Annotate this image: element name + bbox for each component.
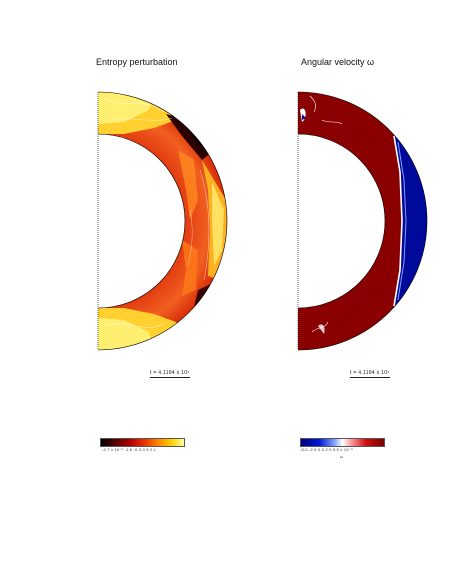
angular-velocity-panel-title: Angular velocity ω <box>301 57 375 67</box>
angular-velocity-colorbar-symbol: ω <box>340 454 344 459</box>
entropy-panel-title: Entropy perturbation <box>96 57 178 67</box>
entropy-colorbar <box>100 438 185 447</box>
angular-velocity-time-label: t = 4.1184 x 10⁵ <box>350 370 390 378</box>
angular-velocity-colorbar-ticks: -5.0 -2.5 0.0 2.5 5.0 x 10⁻³ <box>300 447 353 452</box>
entropy-colorbar-ticks: -2.7 x 10⁻² -1.5 -0.3 0.9 2.1 <box>102 447 157 452</box>
angular-velocity-colorbar <box>300 438 385 447</box>
entropy-perturbation-shell <box>97 91 228 351</box>
entropy-time-label: t = 4.1184 x 10⁵ <box>150 370 190 378</box>
angular-velocity-shell <box>297 91 428 351</box>
